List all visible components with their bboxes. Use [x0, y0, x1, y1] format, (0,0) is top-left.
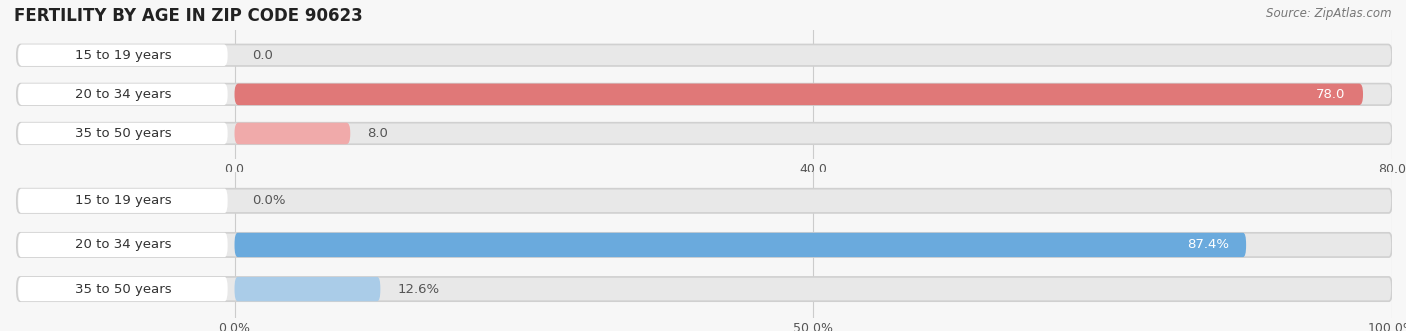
FancyBboxPatch shape — [235, 277, 381, 301]
Text: 87.4%: 87.4% — [1187, 238, 1229, 252]
Text: 15 to 19 years: 15 to 19 years — [75, 194, 172, 207]
Text: 12.6%: 12.6% — [398, 283, 440, 296]
Text: 78.0: 78.0 — [1316, 88, 1346, 101]
Text: 20 to 34 years: 20 to 34 years — [75, 88, 172, 101]
Text: 8.0: 8.0 — [367, 127, 388, 140]
Text: Source: ZipAtlas.com: Source: ZipAtlas.com — [1267, 7, 1392, 20]
Text: 35 to 50 years: 35 to 50 years — [75, 283, 172, 296]
FancyBboxPatch shape — [17, 123, 1392, 144]
Text: 35 to 50 years: 35 to 50 years — [75, 127, 172, 140]
FancyBboxPatch shape — [235, 83, 1362, 105]
FancyBboxPatch shape — [18, 189, 228, 213]
FancyBboxPatch shape — [18, 277, 228, 301]
Text: FERTILITY BY AGE IN ZIP CODE 90623: FERTILITY BY AGE IN ZIP CODE 90623 — [14, 7, 363, 24]
Text: 15 to 19 years: 15 to 19 years — [75, 49, 172, 62]
FancyBboxPatch shape — [17, 233, 1392, 257]
FancyBboxPatch shape — [18, 83, 228, 105]
FancyBboxPatch shape — [18, 233, 228, 257]
Text: 0.0: 0.0 — [252, 49, 273, 62]
FancyBboxPatch shape — [17, 44, 1392, 66]
FancyBboxPatch shape — [235, 233, 1246, 257]
Text: 0.0%: 0.0% — [252, 194, 285, 207]
FancyBboxPatch shape — [235, 123, 350, 144]
FancyBboxPatch shape — [17, 83, 1392, 105]
FancyBboxPatch shape — [18, 44, 228, 66]
FancyBboxPatch shape — [17, 277, 1392, 301]
FancyBboxPatch shape — [18, 123, 228, 144]
Text: 20 to 34 years: 20 to 34 years — [75, 238, 172, 252]
FancyBboxPatch shape — [17, 189, 1392, 213]
